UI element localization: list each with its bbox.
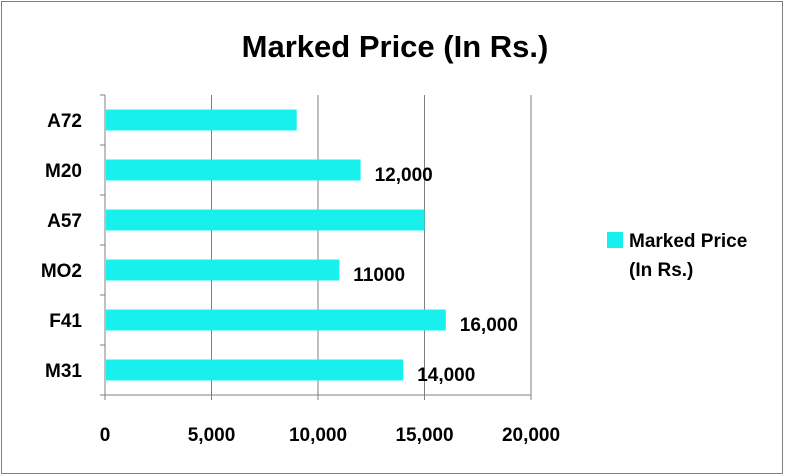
legend-label-line-1: Marked Price — [629, 231, 747, 252]
legend-label-line-2: (In Rs.) — [629, 260, 693, 281]
axes — [100, 94, 532, 400]
category-label: A72 — [47, 111, 82, 132]
category-labels: A72 M20 A57 MO2 F41 M31 — [41, 111, 83, 382]
x-tick-label: 0 — [100, 425, 111, 446]
bars — [106, 109, 446, 381]
bar-f41 — [106, 309, 446, 331]
data-label: 14,000 — [417, 365, 475, 386]
x-tick-label: 10,000 — [289, 425, 347, 446]
x-tick-labels: 0 5,000 10,000 15,000 20,000 — [100, 425, 560, 446]
bar-m20 — [106, 159, 361, 181]
bar-m31 — [106, 359, 404, 381]
category-label: M20 — [45, 161, 82, 182]
x-tick-label: 20,000 — [502, 425, 560, 446]
category-label: MO2 — [41, 261, 82, 282]
legend: Marked Price (In Rs.) — [607, 231, 747, 281]
bar-a72 — [106, 109, 297, 131]
category-label: F41 — [49, 311, 82, 332]
data-label: 12,000 — [375, 165, 433, 186]
data-label: 11000 — [353, 265, 405, 286]
data-labels: 12,000 11000 16,000 14,000 — [353, 165, 518, 386]
data-label: 16,000 — [460, 315, 518, 336]
bar-a57 — [106, 209, 425, 231]
bar-mo2 — [106, 259, 340, 281]
category-label: M31 — [45, 361, 82, 382]
x-tick-label: 5,000 — [188, 425, 236, 446]
gridlines — [211, 95, 532, 395]
legend-swatch — [607, 232, 623, 248]
chart-title: Marked Price (In Rs.) — [242, 29, 549, 64]
category-label: A57 — [47, 211, 82, 232]
x-tick-label: 15,000 — [395, 425, 453, 446]
